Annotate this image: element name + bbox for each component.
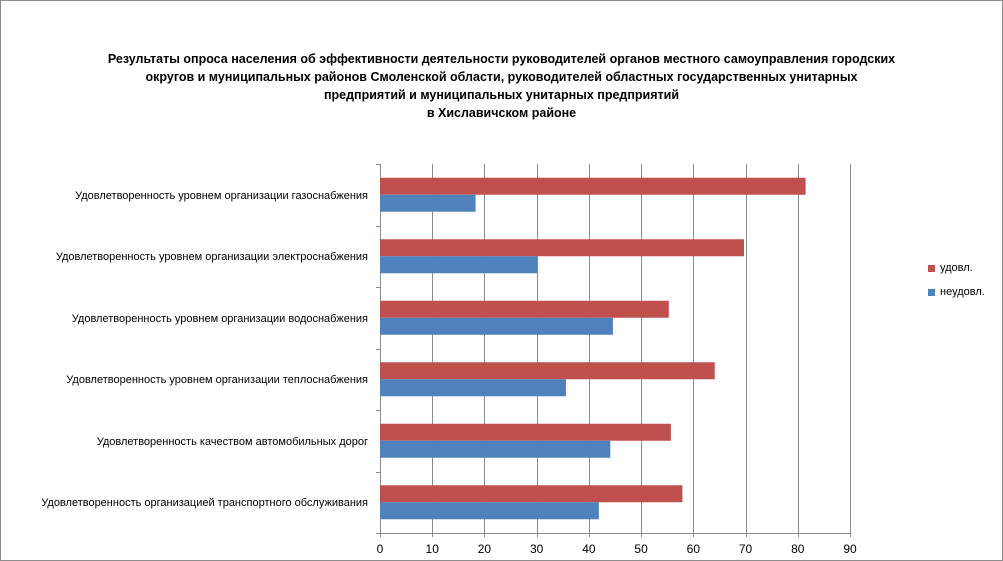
chart-title-line: Результаты опроса населения об эффективн… xyxy=(107,52,896,66)
x-tick-label: 70 xyxy=(739,542,753,556)
bar-unsatisfied xyxy=(380,440,611,458)
category-label: Удовлетворенность качеством автомобильны… xyxy=(96,435,368,448)
bar-satisfied xyxy=(380,485,683,503)
chart-title-line: в Хиславичском районе xyxy=(426,106,577,120)
bar-unsatisfied xyxy=(380,194,476,212)
bar-satisfied xyxy=(380,423,671,441)
x-tick-label: 50 xyxy=(634,542,648,556)
x-tick-label: 30 xyxy=(530,542,544,556)
chart-title-line: предприятий и муниципальных унитарных пр… xyxy=(323,88,680,102)
x-tick-label: 80 xyxy=(791,542,805,556)
category-label: Удовлетворенность уровнем организации во… xyxy=(71,312,368,325)
bar-unsatisfied xyxy=(380,256,538,274)
x-tick-label: 60 xyxy=(687,542,701,556)
category-label: Удовлетворенность уровнем организации эл… xyxy=(55,251,368,264)
legend-item: неудовл. xyxy=(928,286,985,298)
chart-title-line: округов и муниципальных районов Смоленск… xyxy=(145,70,858,84)
category-label: Удовлетворенность организацией транспорт… xyxy=(41,497,368,510)
x-tick-label: 40 xyxy=(582,542,596,556)
category-label: Удовлетворенность уровнем организации те… xyxy=(66,374,368,387)
category-label: Удовлетворенность уровнем организации га… xyxy=(75,189,368,202)
x-tick-label: 90 xyxy=(843,542,857,556)
bar-satisfied xyxy=(380,362,715,380)
bar-unsatisfied xyxy=(380,502,599,520)
x-tick-label: 20 xyxy=(478,542,492,556)
legend-swatch xyxy=(928,264,935,272)
legend-label: удовл. xyxy=(940,262,973,274)
x-tick-label: 10 xyxy=(426,542,440,556)
bar-unsatisfied xyxy=(380,317,613,335)
bar-satisfied xyxy=(380,300,669,318)
bar-satisfied xyxy=(380,177,806,195)
legend-label: неудовл. xyxy=(940,286,985,298)
bar-satisfied xyxy=(380,239,744,257)
bar-unsatisfied xyxy=(380,379,566,397)
legend-item: удовл. xyxy=(928,262,973,274)
x-tick-label: 0 xyxy=(377,542,384,556)
legend-swatch xyxy=(928,288,935,296)
chart-title: Результаты опроса населения об эффективн… xyxy=(0,50,1003,122)
